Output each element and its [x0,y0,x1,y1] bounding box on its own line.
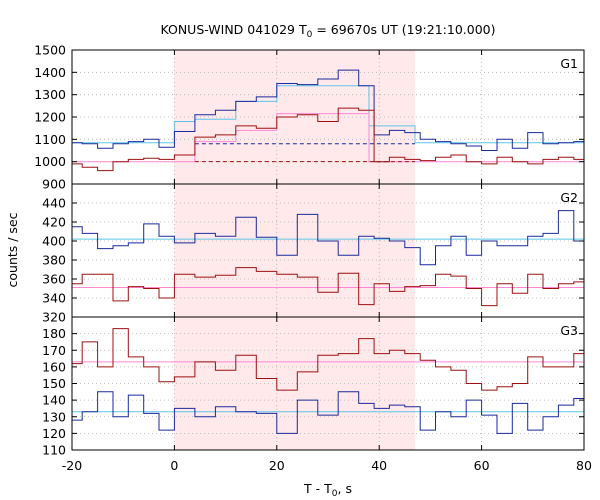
panel-2-y-tick-label: 380 [42,253,66,268]
panel-1-red-counts [72,107,584,172]
chart-title: KONUS-WIND 041029 T0 = 69670s UT (19:21:… [160,22,495,40]
panel-1-y-tick-label: 1500 [34,43,66,58]
panel-1-y-tick-label: 900 [42,177,66,192]
panel-1-label: G1 [560,56,578,71]
panel-3-y-tick-label: 110 [42,443,66,458]
panel-3-label: G3 [560,323,578,338]
x-tick-label: 60 [474,458,490,473]
x-tick-label: -20 [62,458,82,473]
panel-3-frame [71,316,585,451]
y-axis-label: counts / sec [5,212,20,287]
panel-2-y-tick-label: 320 [42,310,66,325]
tick-label-layer: 900100011001200130014001500G132034036038… [34,43,592,474]
panel-3-y-tick-label: 150 [42,376,66,391]
panel-2-red-counts [72,267,584,307]
panel-2-blue-counts [72,210,584,266]
x-tick-label: 80 [576,458,592,473]
panel-3-y-tick-label: 120 [42,426,66,441]
panel-3-y-tick-label: 130 [42,409,66,424]
x-axis-label: T - T0, s [303,481,352,499]
panel-1-y-tick-label: 1400 [34,65,66,80]
panel-3-blue-counts [72,391,584,434]
panel-3-y-tick-label: 160 [42,359,66,374]
panel-3-y-tick-label: 180 [42,326,66,341]
axes-layer [71,49,585,451]
x-tick-label: 20 [269,458,285,473]
series-layer [72,69,584,434]
panel-2-y-tick-label: 420 [42,215,66,230]
panel-2-y-tick-label: 340 [42,291,66,306]
panel-3-y-tick-label: 140 [42,393,66,408]
panel-2-y-tick-label: 400 [42,234,66,249]
panel-2-label: G2 [560,190,578,205]
x-tick-label: 40 [371,458,387,473]
panel-1-blue-counts [72,69,584,151]
panel-1-y-tick-label: 1200 [34,110,66,125]
panel-1-y-tick-label: 1000 [34,154,66,169]
panel-1-y-tick-label: 1300 [34,87,66,102]
x-tick-label: 0 [170,458,178,473]
panel-2-y-tick-label: 360 [42,272,66,287]
panel-3-red-counts [72,328,584,391]
panel-1-y-tick-label: 1100 [34,132,66,147]
panel-3-y-tick-label: 170 [42,343,66,358]
panel-2-y-tick-label: 440 [42,196,66,211]
